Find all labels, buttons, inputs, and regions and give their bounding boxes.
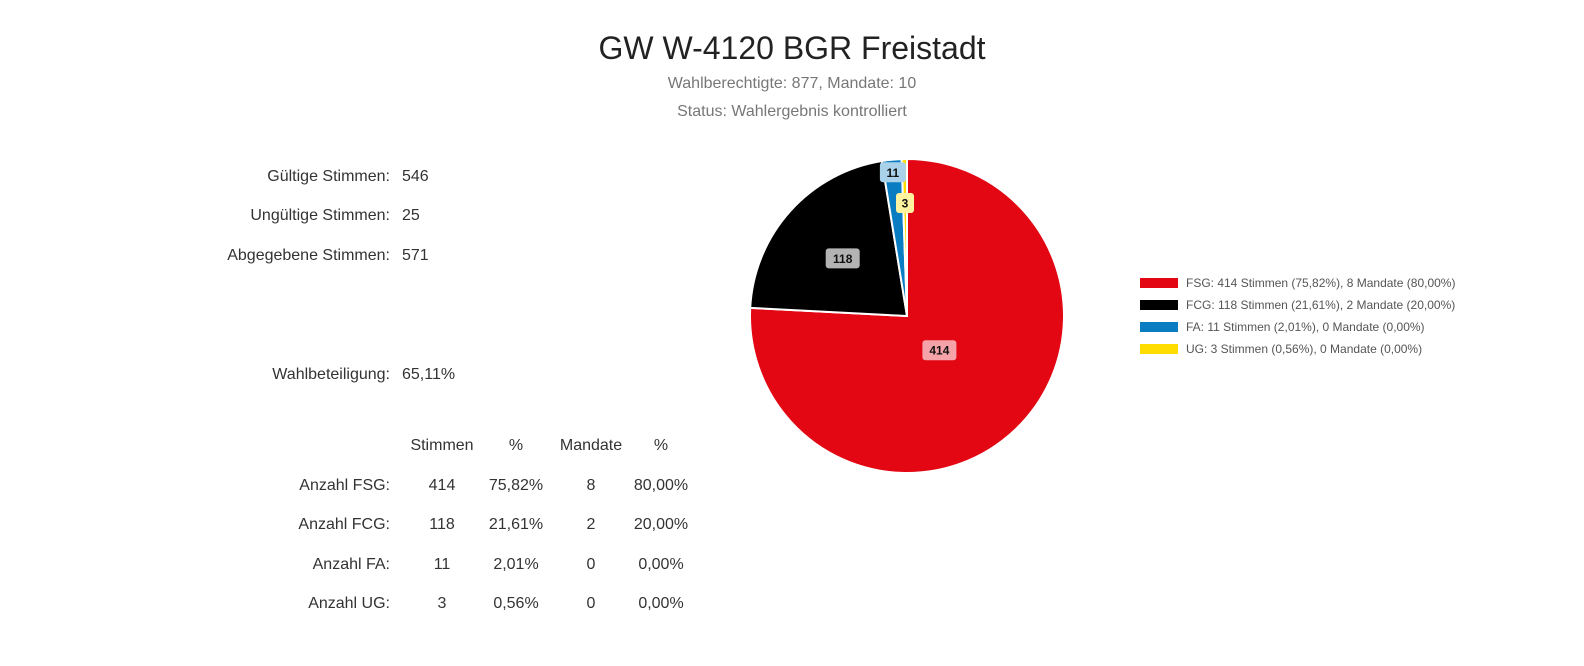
legend-label: FSG: 414 Stimmen (75,82%), 8 Mandate (80… xyxy=(1186,276,1456,290)
pie-label-ug: 3 xyxy=(896,193,914,213)
legend-label: UG: 3 Stimmen (0,56%), 0 Mandate (0,00%) xyxy=(1186,342,1423,356)
pie-label-box xyxy=(922,340,957,361)
row-label: Anzahl UG: xyxy=(308,595,390,612)
pie-slice-fsg[interactable] xyxy=(749,157,1065,474)
cell-seats: 0 xyxy=(586,595,596,612)
row-label: Anzahl FCG: xyxy=(298,516,390,533)
pie-chart: 414 118 11 3 xyxy=(749,157,1065,474)
stat-label-turnout: Wahlbeteiligung: xyxy=(272,366,390,383)
cell-votes: 414 xyxy=(428,477,456,494)
stat-label-invalid: Ungültige Stimmen: xyxy=(250,207,390,224)
pie-label-box xyxy=(896,193,914,213)
subtitle-voters: Wahlberechtigte: 877, Mandate: 10 xyxy=(667,75,917,92)
stat-value-invalid: 25 xyxy=(402,207,420,224)
stat-label-valid: Gültige Stimmen: xyxy=(267,168,390,185)
pie-label-text: 3 xyxy=(902,197,909,211)
stat-value-turnout: 65,11% xyxy=(402,366,456,383)
pie-label-box xyxy=(879,162,906,183)
cell-vote-pct: 21,61% xyxy=(488,516,544,533)
pie-label-box xyxy=(825,248,860,269)
row-label: Anzahl FSG: xyxy=(299,477,390,494)
pie-label-text: 11 xyxy=(887,166,900,180)
subtitle-status: Status: Wahlergebnis kontrolliert xyxy=(677,103,907,120)
cell-seats: 0 xyxy=(586,556,596,573)
pie-label-fa: 11 xyxy=(879,162,906,183)
legend-label: FCG: 118 Stimmen (21,61%), 2 Mandate (20… xyxy=(1186,298,1456,312)
cell-vote-pct: 2,01% xyxy=(493,556,539,573)
cell-seat-pct: 0,00% xyxy=(638,595,684,612)
row-label: Anzahl FA: xyxy=(312,556,390,573)
stat-value-valid: 546 xyxy=(402,168,429,185)
cell-votes: 3 xyxy=(437,595,447,612)
cell-vote-pct: 0,56% xyxy=(493,595,539,612)
table-header-seats: Mandate xyxy=(559,437,623,454)
pie-label-fcg: 118 xyxy=(825,248,860,269)
cell-seat-pct: 0,00% xyxy=(638,556,684,573)
pie-label-fsg: 414 xyxy=(922,340,957,361)
legend-swatch xyxy=(1140,278,1178,288)
legend-swatch xyxy=(1140,300,1178,310)
pie-label-text: 414 xyxy=(929,344,949,358)
stat-value-cast: 571 xyxy=(402,247,429,264)
table-header-seat-pct: % xyxy=(653,437,669,454)
cell-votes: 118 xyxy=(429,516,455,533)
legend-swatch xyxy=(1140,344,1178,354)
cell-seats: 2 xyxy=(586,516,596,533)
stat-label-cast: Abgegebene Stimmen: xyxy=(227,247,390,264)
cell-seat-pct: 80,00% xyxy=(633,477,689,494)
cell-seat-pct: 20,00% xyxy=(633,516,689,533)
legend-label: FA: 11 Stimmen (2,01%), 0 Mandate (0,00%… xyxy=(1186,320,1425,334)
pie-label-text: 118 xyxy=(833,252,853,266)
table-header-votes: Stimmen xyxy=(410,437,474,454)
cell-seats: 8 xyxy=(586,477,596,494)
legend-swatch xyxy=(1140,322,1178,332)
page-title: GW W-4120 BGR Freistadt xyxy=(598,30,986,66)
pie-slice-fcg[interactable] xyxy=(749,159,909,318)
cell-votes: 11 xyxy=(433,556,451,573)
table-header-vote-pct: % xyxy=(508,437,524,454)
cell-vote-pct: 75,82% xyxy=(488,477,544,494)
